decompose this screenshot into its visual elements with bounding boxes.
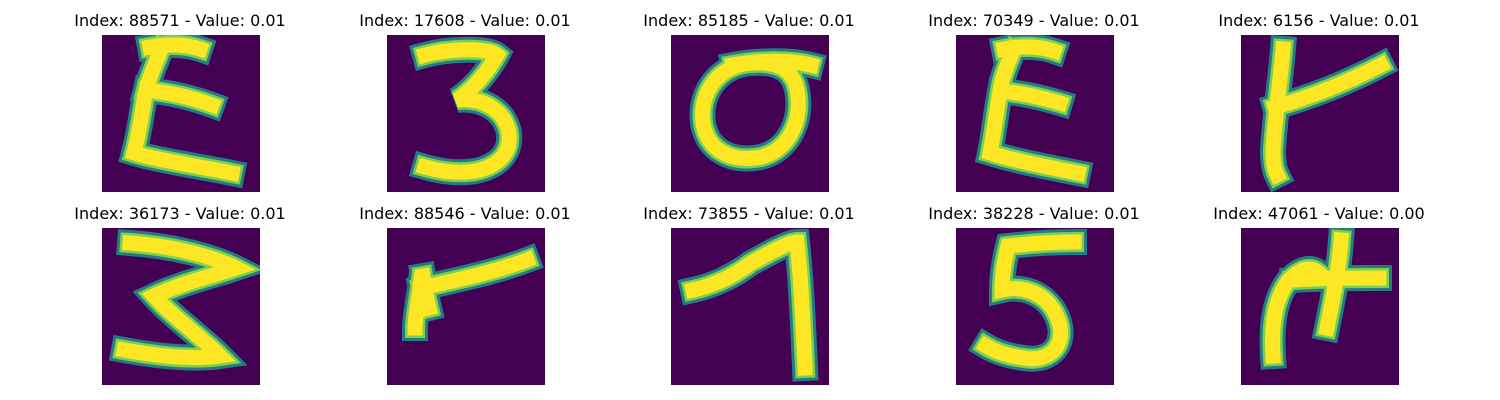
digit-hook-image [1241,35,1399,192]
digit-image [956,228,1114,385]
panel-title: Index: 6156 - Value: 0.01 [1218,11,1420,30]
digit-stroke [695,53,821,166]
digit-image [387,228,545,385]
digit-panel: Index: 88546 - Value: 0.01 [355,203,575,385]
digit-epsilon-image [102,35,260,192]
digit-four-open-image [1241,228,1399,385]
panel-title: Index: 36173 - Value: 0.01 [74,204,286,223]
digit-panel: Index: 36173 - Value: 0.01 [70,203,290,385]
digit-panel: Index: 38228 - Value: 0.01 [924,203,1144,385]
digit-image [102,228,260,385]
digit-image [1241,35,1399,192]
panel-title: Index: 17608 - Value: 0.01 [359,11,571,30]
digit-image [1241,228,1399,385]
digit-panel: Index: 17608 - Value: 0.01 [355,10,575,192]
digit-panel: Index: 73855 - Value: 0.01 [639,203,859,385]
panel-title: Index: 70349 - Value: 0.01 [928,11,1140,30]
digit-image [671,228,829,385]
digit-image [102,35,260,192]
digit-hook-image [387,228,545,385]
panel-title: Index: 73855 - Value: 0.01 [643,204,855,223]
digit-epsilon-image [956,35,1114,192]
digit-three-image [387,35,545,192]
digit-panel: Index: 6156 - Value: 0.01 [1209,10,1429,192]
panel-title: Index: 47061 - Value: 0.00 [1213,204,1425,223]
digit-stroke [415,42,517,180]
digit-panel: Index: 70349 - Value: 0.01 [924,10,1144,192]
digit-stroke [981,39,1087,182]
digit-zero-image [671,35,829,192]
digit-image [956,35,1114,192]
digit-five-image [956,228,1114,385]
digit-stroke [115,234,256,366]
panel-title: Index: 85185 - Value: 0.01 [643,11,855,30]
digit-image [387,35,545,192]
digit-three-pointed-image [102,228,260,385]
digit-stroke [1265,231,1387,364]
panel-title: Index: 88571 - Value: 0.01 [74,11,286,30]
digit-panel: Index: 85185 - Value: 0.01 [639,10,859,192]
digit-panel: Index: 47061 - Value: 0.00 [1209,203,1429,385]
digit-stroke [684,234,813,376]
digit-image [671,35,829,192]
digit-seven-image [671,228,829,385]
panel-title: Index: 88546 - Value: 0.01 [359,204,571,223]
digit-panel: Index: 88571 - Value: 0.01 [70,10,290,192]
digit-stroke [407,250,537,336]
digit-stroke [124,37,241,182]
digit-stroke [975,234,1082,367]
digit-stroke [1265,40,1392,186]
panel-title: Index: 38228 - Value: 0.01 [928,204,1140,223]
